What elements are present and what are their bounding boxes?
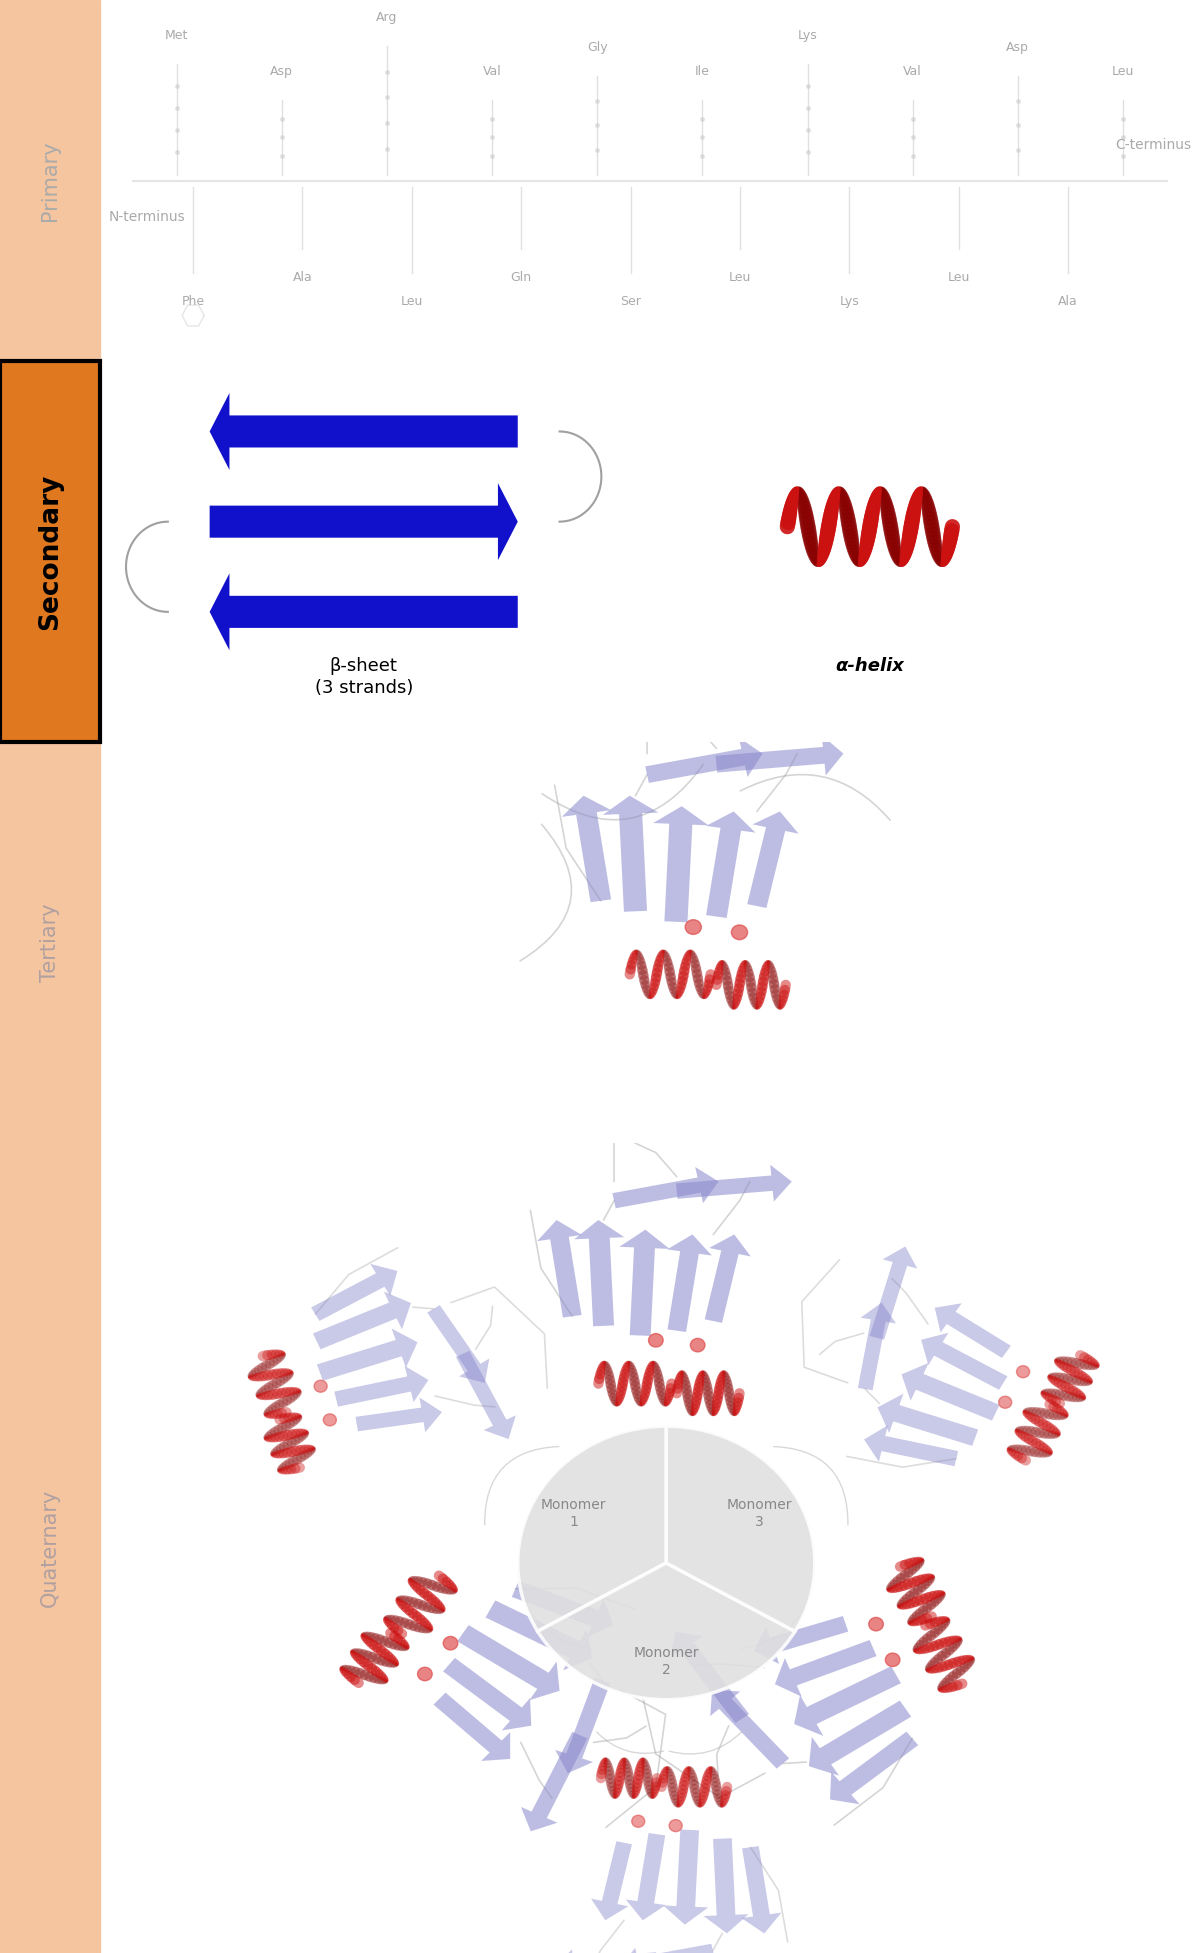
FancyArrow shape	[646, 738, 762, 783]
Text: Leu: Leu	[401, 295, 424, 309]
FancyArrow shape	[456, 1351, 516, 1439]
FancyArrow shape	[311, 1264, 397, 1320]
Text: Met: Met	[164, 29, 188, 43]
Text: Arg: Arg	[377, 12, 397, 23]
FancyArrow shape	[671, 1633, 749, 1723]
Circle shape	[314, 1381, 328, 1392]
Circle shape	[998, 1396, 1012, 1408]
FancyArrow shape	[877, 1394, 978, 1445]
Text: Gln: Gln	[511, 271, 532, 283]
FancyArrow shape	[313, 1291, 410, 1350]
Text: Ile: Ile	[695, 64, 710, 78]
FancyArrow shape	[602, 795, 659, 912]
Circle shape	[869, 1617, 883, 1631]
FancyArrow shape	[335, 1365, 428, 1406]
Text: Lys: Lys	[798, 29, 817, 43]
FancyArrow shape	[619, 1943, 714, 1953]
FancyArrow shape	[433, 1693, 510, 1762]
Text: Val: Val	[482, 64, 502, 78]
Circle shape	[323, 1414, 336, 1426]
FancyArrow shape	[935, 1303, 1010, 1357]
FancyArrow shape	[754, 1615, 848, 1664]
FancyArrow shape	[592, 1842, 632, 1920]
FancyArrow shape	[556, 1678, 611, 1773]
Circle shape	[886, 1652, 900, 1666]
Circle shape	[648, 1334, 664, 1348]
FancyArrow shape	[619, 1230, 670, 1336]
FancyArrow shape	[457, 1625, 559, 1701]
FancyArrow shape	[486, 1600, 593, 1670]
Circle shape	[631, 1814, 644, 1828]
Wedge shape	[538, 1562, 794, 1699]
FancyArrow shape	[901, 1363, 1000, 1420]
FancyArrow shape	[922, 1332, 1008, 1391]
FancyArrow shape	[858, 1303, 896, 1391]
FancyArrow shape	[427, 1305, 490, 1383]
FancyArrow shape	[794, 1666, 901, 1736]
FancyArrow shape	[210, 482, 517, 561]
Circle shape	[1016, 1365, 1030, 1377]
FancyArrow shape	[210, 574, 517, 650]
Text: Asp: Asp	[1007, 41, 1030, 55]
FancyArrow shape	[715, 734, 844, 775]
FancyArrow shape	[317, 1328, 418, 1381]
FancyArrow shape	[612, 1168, 719, 1209]
FancyArrow shape	[554, 1949, 658, 1953]
FancyArrow shape	[625, 1834, 666, 1920]
FancyArrow shape	[667, 1234, 712, 1332]
Text: Monomer
1: Monomer 1	[541, 1498, 606, 1529]
Text: Leu: Leu	[948, 271, 970, 283]
FancyArrow shape	[664, 1830, 708, 1924]
Circle shape	[418, 1668, 432, 1682]
Text: Monomer
3: Monomer 3	[726, 1498, 792, 1529]
FancyArrow shape	[562, 795, 611, 902]
FancyArrow shape	[864, 1426, 958, 1467]
FancyArrow shape	[521, 1732, 587, 1832]
FancyArrow shape	[742, 1846, 781, 1933]
FancyArrow shape	[830, 1732, 918, 1805]
Circle shape	[685, 920, 701, 934]
Text: Leu: Leu	[728, 271, 751, 283]
FancyArrow shape	[512, 1580, 613, 1637]
FancyArrow shape	[355, 1398, 442, 1432]
FancyArrow shape	[653, 807, 708, 922]
Text: β-sheet
(3 strands): β-sheet (3 strands)	[314, 656, 413, 697]
FancyArrow shape	[809, 1701, 911, 1775]
Text: Ser: Ser	[620, 295, 641, 309]
Text: Monomer
2: Monomer 2	[634, 1646, 700, 1678]
FancyArrow shape	[676, 1164, 792, 1201]
Circle shape	[670, 1820, 682, 1832]
FancyArrow shape	[574, 1221, 624, 1326]
Text: Val: Val	[904, 64, 922, 78]
FancyArrow shape	[210, 393, 517, 471]
Text: Gly: Gly	[587, 41, 607, 55]
Text: Quaternary: Quaternary	[40, 1488, 60, 1607]
Text: C-terminus: C-terminus	[1115, 137, 1192, 152]
Text: Phe: Phe	[181, 295, 205, 309]
Text: Asp: Asp	[270, 64, 293, 78]
Text: α-helix: α-helix	[835, 656, 905, 676]
FancyArrow shape	[775, 1641, 876, 1697]
FancyArrow shape	[538, 1221, 582, 1318]
FancyArrow shape	[443, 1658, 532, 1730]
Text: Secondary: Secondary	[37, 473, 62, 631]
Text: N-terminus: N-terminus	[108, 209, 185, 225]
FancyArrow shape	[748, 810, 799, 908]
Text: Leu: Leu	[1111, 64, 1134, 78]
Text: Primary: Primary	[40, 141, 60, 221]
Wedge shape	[666, 1426, 815, 1631]
FancyArrow shape	[706, 810, 756, 918]
Circle shape	[443, 1637, 458, 1650]
FancyArrow shape	[703, 1838, 749, 1933]
Text: Ala: Ala	[293, 271, 312, 283]
Text: Ala: Ala	[1058, 295, 1078, 309]
Text: Lys: Lys	[839, 295, 859, 309]
Circle shape	[731, 926, 748, 939]
FancyArrow shape	[710, 1689, 790, 1769]
Circle shape	[690, 1338, 704, 1351]
FancyArrow shape	[704, 1234, 751, 1322]
Wedge shape	[517, 1426, 666, 1631]
FancyArrow shape	[870, 1246, 917, 1340]
Text: Tertiary: Tertiary	[40, 902, 60, 982]
